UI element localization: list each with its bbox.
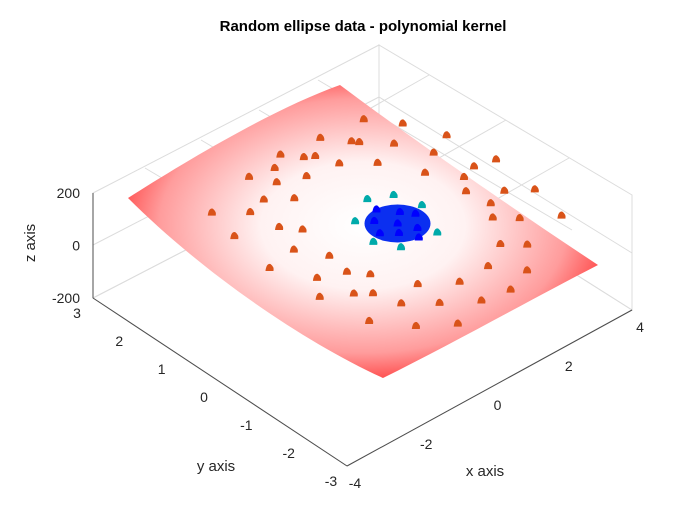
data-marker (486, 199, 495, 207)
data-marker (289, 245, 298, 253)
data-marker (417, 200, 426, 209)
data-marker (515, 213, 524, 222)
data-marker (270, 163, 279, 171)
data-marker (275, 222, 284, 230)
data-marker (372, 205, 381, 213)
data-marker (244, 172, 254, 180)
data-marker (347, 137, 356, 145)
data-marker (369, 237, 378, 245)
data-marker (394, 228, 404, 236)
data-marker (359, 115, 368, 123)
data-marker (335, 159, 344, 167)
data-marker (496, 239, 505, 248)
data-marker (363, 195, 372, 203)
data-marker (396, 243, 406, 251)
data-marker (302, 172, 311, 180)
x-tick-label: 4 (636, 319, 644, 335)
data-marker (355, 138, 364, 146)
x-axis-label: x axis (466, 463, 504, 480)
z-axis-label: z axis (22, 224, 39, 262)
data-marker (373, 158, 382, 166)
data-marker (413, 280, 422, 288)
data-marker (368, 289, 378, 297)
y-tick-label: -2 (282, 445, 295, 461)
kernel-surface (128, 85, 598, 378)
data-marker (342, 267, 351, 275)
scatter-markers (207, 115, 566, 330)
z-tick-label: 200 (57, 185, 81, 201)
data-marker (411, 209, 420, 217)
data-marker (420, 168, 430, 176)
data-marker (298, 225, 307, 233)
data-marker (272, 178, 281, 186)
z-tick-label: -200 (52, 290, 80, 306)
data-marker (455, 277, 464, 285)
y-tick-label: 1 (158, 361, 166, 377)
y-tick-label: 2 (115, 333, 123, 349)
data-marker (491, 155, 501, 163)
data-marker (413, 223, 422, 231)
data-marker (523, 240, 532, 248)
data-marker (265, 263, 274, 271)
x-tick-label: 2 (565, 358, 573, 374)
data-marker (311, 151, 320, 160)
data-marker (230, 231, 239, 240)
data-marker (398, 119, 407, 127)
data-marker (459, 172, 469, 180)
data-marker (389, 139, 399, 147)
y-tick-label: -1 (240, 417, 253, 433)
data-marker (365, 316, 374, 324)
x-tick-label: 0 (494, 397, 502, 413)
data-marker (435, 298, 444, 306)
data-marker (483, 261, 493, 270)
data-marker (207, 208, 216, 216)
x-tick-label: -2 (420, 436, 433, 452)
data-marker (453, 319, 462, 327)
data-marker (315, 292, 324, 300)
data-marker (349, 289, 358, 297)
z-tick-label: 0 (72, 238, 80, 254)
data-marker (442, 131, 451, 139)
data-marker (389, 190, 398, 198)
data-marker (530, 185, 539, 193)
data-marker (370, 216, 379, 224)
x-tick-label: -4 (349, 475, 362, 491)
data-marker (469, 162, 479, 170)
chart-title: Random ellipse data - polynomial kernel (220, 18, 507, 35)
data-marker (488, 213, 497, 221)
data-marker (312, 273, 322, 281)
data-marker (375, 229, 384, 237)
data-marker (246, 207, 255, 216)
data-marker (411, 321, 421, 330)
y-tick-label: -3 (325, 473, 338, 489)
y-tick-label: 0 (200, 389, 208, 405)
data-marker (557, 211, 566, 219)
data-marker (259, 195, 268, 203)
y-tick-label: 3 (73, 305, 81, 321)
axis-ticks: -4 -2 0 2 4 -3 -2 -1 0 1 2 3-200 0 200 (52, 185, 644, 491)
data-marker (506, 285, 515, 293)
data-marker (276, 150, 285, 158)
data-marker (522, 266, 532, 274)
axis-lines (92, 193, 633, 467)
data-marker (397, 299, 406, 307)
data-marker (325, 251, 334, 259)
data-marker (500, 186, 509, 194)
data-marker (477, 296, 486, 304)
data-marker (461, 187, 471, 195)
y-axis-label: y axis (197, 458, 235, 475)
data-marker (316, 133, 325, 141)
data-marker (350, 217, 360, 225)
data-marker (433, 228, 442, 236)
data-marker (414, 233, 423, 241)
data-marker (395, 207, 404, 216)
data-marker (366, 270, 375, 278)
data-marker (290, 194, 299, 202)
data-marker (429, 148, 438, 156)
data-marker (393, 219, 402, 227)
data-marker (299, 153, 308, 161)
